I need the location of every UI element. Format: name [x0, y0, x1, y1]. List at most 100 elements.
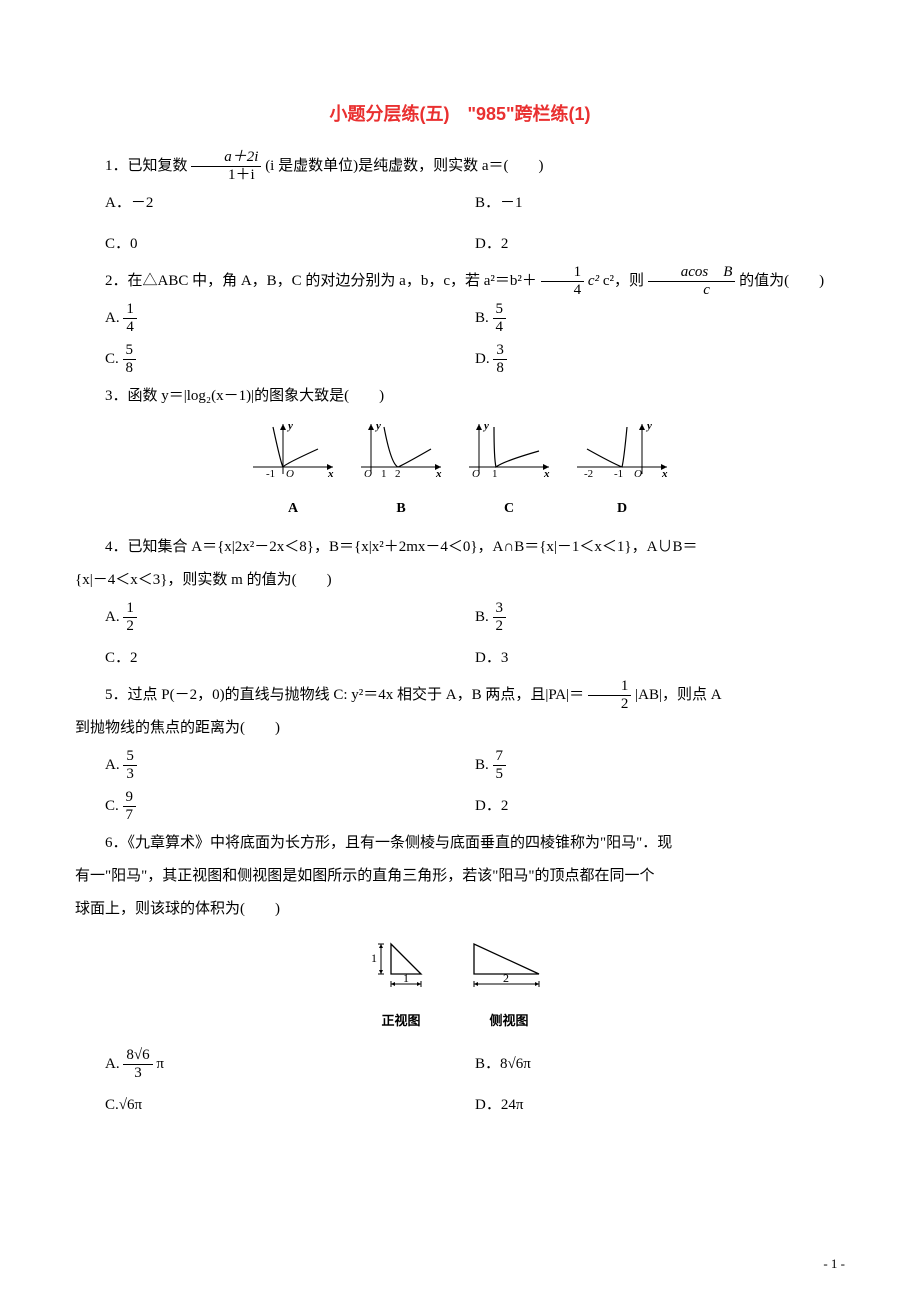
- exam-page: 小题分层练(五) "985"跨栏练(1) 1．已知复数 a＋2i 1＋i (i …: [0, 0, 920, 1302]
- q2-a-pre: A.: [105, 310, 120, 326]
- q3-d-x1: -2: [584, 468, 593, 479]
- q5-b-frac: 75: [493, 749, 507, 782]
- q6-a-post: π: [156, 1056, 164, 1072]
- q2-options: A. 14 B. 54 C. 58 D. 38: [105, 298, 845, 380]
- q6-stem3: 球面上，则该球的体积为( ): [75, 893, 845, 926]
- q5-fn: 1: [588, 679, 632, 696]
- q5-opt-d: D．2: [475, 786, 845, 827]
- q3-a-x: x: [327, 468, 334, 479]
- q3-a-xl: -1: [266, 468, 275, 479]
- q3-label-d: D: [572, 494, 672, 525]
- q5-c-n: 9: [123, 790, 137, 807]
- q6-dimh: 1: [371, 951, 377, 965]
- q2-f1n: 1: [541, 265, 585, 282]
- q5-opt-a: A. 53: [105, 745, 475, 786]
- q6-opt-a: A. 8√63 π: [105, 1044, 475, 1085]
- q6-front-view: 1 1 正视图: [361, 934, 441, 1036]
- q3-b-y: y: [374, 420, 381, 432]
- q4-opt-b: B. 32: [475, 597, 845, 638]
- q6-a-pre: A.: [105, 1056, 120, 1072]
- q4-b-frac: 32: [493, 601, 507, 634]
- q3-c-x1: 1: [492, 468, 498, 479]
- q2-c-frac: 58: [123, 343, 137, 376]
- q6-dimw1: 1: [403, 971, 409, 985]
- q3-graph-a: -1 O x y A: [248, 419, 338, 525]
- q5-frac: 1 2: [588, 679, 632, 712]
- q5-opt-c: C. 97: [105, 786, 475, 827]
- q1-opt-a: A．－2: [105, 183, 475, 224]
- q2-d-d: 8: [493, 360, 507, 376]
- q5-options: A. 53 B. 75 C. 97 D．2: [105, 745, 845, 827]
- q6-options: A. 8√63 π B．8√6π C.√6π D．24π: [105, 1044, 845, 1126]
- page-title: 小题分层练(五) "985"跨栏练(1): [75, 100, 845, 126]
- question-4: 4．已知集合 A＝{x|2x²－2x＜8}，B＝{x|x²＋2mx－4＜0}，A…: [75, 531, 845, 679]
- q3-a-y: y: [286, 420, 293, 432]
- q5-b-d: 5: [493, 766, 507, 782]
- q5-opt-b: B. 75: [475, 745, 845, 786]
- q6-view1-label: 正视图: [361, 1007, 441, 1036]
- q3-d-o: O: [634, 468, 642, 479]
- q2-b-frac: 54: [493, 302, 507, 335]
- q4-opt-d: D．3: [475, 638, 845, 679]
- q2-stem-pre: 2．在△ABC 中，角 A，B，C 的对边分别为 a，b，c，若 a²＝b²＋: [105, 273, 537, 289]
- q4-stem1: 4．已知集合 A＝{x|2x²－2x＜8}，B＝{x|x²＋2mx－4＜0}，A…: [75, 531, 845, 564]
- q6-a-frac: 8√63: [123, 1048, 152, 1081]
- q3-a-o: O: [286, 468, 294, 479]
- q4-a-n: 1: [123, 601, 137, 618]
- q4-b-d: 2: [493, 618, 507, 634]
- q2-c-pre: C.: [105, 351, 119, 367]
- q6-stem1: 6．《九章算术》中将底面为长方形，且有一条侧棱与底面垂直的四棱锥称为"阳马"．现: [75, 827, 845, 860]
- q3-d-x2: -1: [614, 468, 623, 479]
- q3-b-o: O: [364, 468, 372, 479]
- q3-b-x2: 2: [395, 468, 401, 479]
- q2-c-d: 8: [123, 360, 137, 376]
- q3-stem: 3．函数 y＝|log₂(x－1)|的图象大致是( ): [75, 380, 845, 413]
- q2-f1d: 4: [541, 282, 585, 298]
- q3-graph-b: O 1 2 x y B: [356, 419, 446, 525]
- q5-b-pre: B.: [475, 757, 489, 773]
- q2-d-n: 3: [493, 343, 507, 360]
- q2-opt-b: B. 54: [475, 298, 845, 339]
- q6-a-n: 8√6: [123, 1048, 152, 1065]
- q3-c-y: y: [482, 420, 489, 432]
- q2-frac1: 1 4: [541, 265, 585, 298]
- q4-b-n: 3: [493, 601, 507, 618]
- q5-a-frac: 53: [123, 749, 137, 782]
- q1-fraction: a＋2i 1＋i: [191, 150, 261, 183]
- q1-frac-den: 1＋i: [191, 167, 261, 183]
- question-6: 6．《九章算术》中将底面为长方形，且有一条侧棱与底面垂直的四棱锥称为"阳马"．现…: [75, 827, 845, 1126]
- q2-b-n: 5: [493, 302, 507, 319]
- question-1: 1．已知复数 a＋2i 1＋i (i 是虚数单位)是纯虚数，则实数 a＝( ) …: [75, 150, 845, 265]
- q3-b-x: x: [435, 468, 442, 479]
- q5-stem-post: |AB|，则点 A: [635, 687, 721, 703]
- q5-fd: 2: [588, 696, 632, 712]
- q2-stem-post: 的值为( ): [739, 273, 824, 289]
- q1-opt-b: B．－1: [475, 183, 845, 224]
- q5-stem-pre: 5．过点 P(－2，0)的直线与抛物线 C: y²＝4x 相交于 A，B 两点，…: [105, 687, 584, 703]
- q4-a-d: 2: [123, 618, 137, 634]
- q4-a-pre: A.: [105, 609, 120, 625]
- q5-c-frac: 97: [123, 790, 137, 823]
- q1-options: A．－2 B．－1 C．0 D．2: [105, 183, 845, 265]
- q2-a-d: 4: [123, 319, 137, 335]
- question-5: 5．过点 P(－2，0)的直线与抛物线 C: y²＝4x 相交于 A，B 两点，…: [75, 679, 845, 827]
- q3-label-b: B: [356, 494, 446, 525]
- q2-a-n: 1: [123, 302, 137, 319]
- q6-dimw2: 2: [503, 971, 509, 985]
- q2-opt-a: A. 14: [105, 298, 475, 339]
- q2-d-pre: D.: [475, 351, 490, 367]
- q4-options: A. 12 B. 32 C．2 D．3: [105, 597, 845, 679]
- q2-f2n: acos B: [648, 265, 736, 282]
- page-number: - 1 -: [823, 1256, 845, 1272]
- q3-graph-c: O 1 x y C: [464, 419, 554, 525]
- q3-b-x1: 1: [381, 468, 387, 479]
- question-3: 3．函数 y＝|log₂(x－1)|的图象大致是( ) -1 O x y A: [75, 380, 845, 525]
- q5-c-d: 7: [123, 807, 137, 823]
- q5-stem2: 到抛物线的焦点的距离为( ): [75, 712, 845, 745]
- q2-opt-c: C. 58: [105, 339, 475, 380]
- q1-stem-post: (i 是虚数单位)是纯虚数，则实数 a＝( ): [265, 158, 543, 174]
- q4-b-pre: B.: [475, 609, 489, 625]
- q3-label-a: A: [248, 494, 338, 525]
- q4-a-frac: 12: [123, 601, 137, 634]
- q3-graphs: -1 O x y A O 1 2 x y B: [75, 419, 845, 525]
